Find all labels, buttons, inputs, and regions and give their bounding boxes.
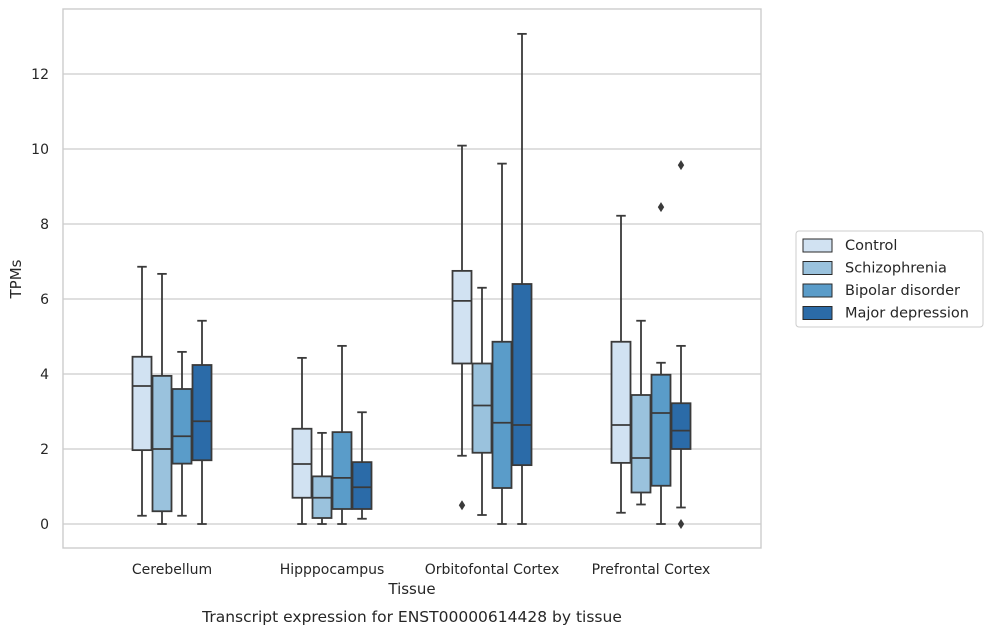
box-major-depression <box>351 411 373 520</box>
y-tick-label: 4 <box>40 367 49 383</box>
y-tick-label: 0 <box>40 517 49 533</box>
legend-label: Schizophrenia <box>845 261 947 277</box>
iqr-box <box>131 355 153 452</box>
x-tick-label: Cerebellum <box>132 562 212 578</box>
iqr-box <box>630 394 652 494</box>
iqr-box <box>451 269 473 365</box>
box-major-depression <box>670 160 692 529</box>
iqr-box <box>650 373 672 487</box>
box-control <box>610 214 632 514</box>
legend-swatch <box>802 283 833 298</box>
iqr-box <box>171 388 193 465</box>
plot-frame <box>62 8 762 549</box>
chart-caption: Transcript expression for ENST0000061442… <box>201 608 622 626</box>
outlier-point <box>458 500 466 511</box>
legend: Control Schizophrenia Bipolar disorder Majo… <box>795 230 984 328</box>
iqr-box <box>191 364 213 462</box>
legend-label: Major depression <box>845 306 969 322</box>
outlier-point <box>677 519 685 529</box>
outlier-point <box>677 160 685 171</box>
legend-frame <box>795 230 984 328</box>
y-tick-label: 12 <box>31 67 49 83</box>
box-schizophrenia <box>471 286 493 516</box>
iqr-box <box>351 461 373 510</box>
box-major-depression <box>191 319 213 525</box>
box-control <box>291 356 313 525</box>
box-bipolar-disorder <box>650 202 672 525</box>
legend-swatch <box>802 306 833 320</box>
box-bipolar-disorder <box>491 162 513 525</box>
legend-label: Bipolar disorder <box>845 283 960 299</box>
y-tick-label: 10 <box>31 142 49 158</box>
iqr-box <box>491 340 513 489</box>
box-groups <box>131 32 692 529</box>
iqr-box <box>511 283 533 467</box>
box-bipolar-disorder <box>331 344 353 525</box>
box-control <box>451 144 473 511</box>
x-tick-label: Hipppocampus <box>280 562 385 578</box>
iqr-box <box>610 340 632 464</box>
x-tick-label: Prefrontal Cortex <box>592 562 711 578</box>
box-control <box>131 265 153 517</box>
y-tick-label: 2 <box>40 442 49 458</box>
box-schizophrenia <box>311 431 333 525</box>
y-axis-label: TPMs <box>7 259 25 299</box>
iqr-box <box>471 362 493 454</box>
legend-swatch <box>802 238 833 253</box>
box-bipolar-disorder <box>171 350 193 517</box>
y-tick-label: 6 <box>40 292 49 308</box>
iqr-box <box>670 402 692 450</box>
y-tick-label: 8 <box>40 217 49 233</box>
x-tick-labels: Cerebellum Hipppocampus Orbitofontal Corte… <box>132 562 710 578</box>
legend-swatch <box>802 261 833 275</box>
legend-items: Control Schizophrenia Bipolar disorder Majo… <box>802 238 969 322</box>
box-schizophrenia <box>151 272 173 525</box>
legend-label: Control <box>845 238 897 254</box>
box-major-depression <box>511 32 533 525</box>
box-schizophrenia <box>630 319 652 506</box>
iqr-box <box>331 431 353 510</box>
y-tick-labels: 0 2 4 6 8 10 12 <box>31 67 49 533</box>
outlier-point <box>657 202 665 213</box>
x-tick-label: Orbitofontal Cortex <box>425 562 560 578</box>
iqr-box <box>151 374 173 513</box>
x-axis-label: Tissue <box>387 580 435 598</box>
